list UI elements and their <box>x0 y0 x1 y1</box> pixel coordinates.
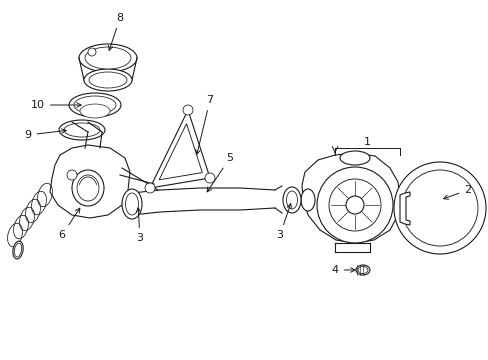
Circle shape <box>204 173 215 183</box>
Polygon shape <box>159 123 202 180</box>
Ellipse shape <box>122 189 142 219</box>
Text: 8: 8 <box>108 13 123 50</box>
Ellipse shape <box>89 72 127 88</box>
Ellipse shape <box>79 44 137 72</box>
Ellipse shape <box>339 151 369 165</box>
Circle shape <box>393 162 485 254</box>
Ellipse shape <box>80 104 110 118</box>
Ellipse shape <box>283 187 301 213</box>
Polygon shape <box>150 110 209 188</box>
Circle shape <box>183 105 193 115</box>
Ellipse shape <box>72 170 104 206</box>
Polygon shape <box>302 153 399 243</box>
Ellipse shape <box>286 191 297 209</box>
Polygon shape <box>399 192 409 225</box>
Circle shape <box>316 167 392 243</box>
Ellipse shape <box>14 243 21 257</box>
Circle shape <box>145 183 155 193</box>
Ellipse shape <box>85 47 131 69</box>
Text: 10: 10 <box>31 100 81 110</box>
Ellipse shape <box>355 265 369 275</box>
Ellipse shape <box>125 193 138 215</box>
Polygon shape <box>50 145 130 218</box>
Text: 3: 3 <box>136 208 143 243</box>
Text: 1: 1 <box>363 137 370 147</box>
Circle shape <box>67 170 77 180</box>
Ellipse shape <box>84 69 132 91</box>
Ellipse shape <box>64 123 100 137</box>
Circle shape <box>346 196 363 214</box>
Circle shape <box>328 179 380 231</box>
Ellipse shape <box>59 120 105 140</box>
Text: 3: 3 <box>276 204 291 240</box>
Text: 2: 2 <box>443 185 470 199</box>
Text: 4: 4 <box>331 265 354 275</box>
Ellipse shape <box>301 189 314 211</box>
Text: 5: 5 <box>207 153 233 192</box>
Ellipse shape <box>77 175 99 201</box>
Ellipse shape <box>69 93 121 117</box>
Text: 9: 9 <box>24 129 66 140</box>
Text: 6: 6 <box>59 208 80 240</box>
Ellipse shape <box>13 241 23 259</box>
Circle shape <box>88 48 96 56</box>
Text: 7: 7 <box>195 95 213 154</box>
Circle shape <box>401 170 477 246</box>
Ellipse shape <box>74 96 116 114</box>
Ellipse shape <box>357 266 367 274</box>
